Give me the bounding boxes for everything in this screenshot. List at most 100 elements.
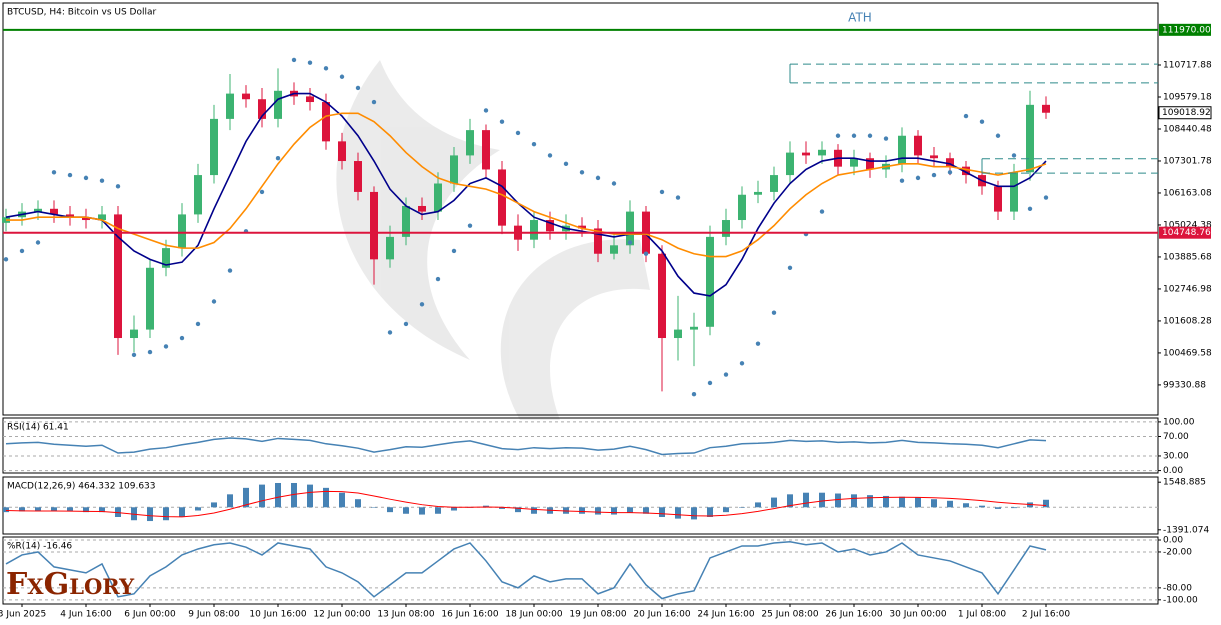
sar-dot bbox=[675, 195, 681, 200]
histogram-bar bbox=[19, 507, 25, 512]
sar-dot bbox=[755, 341, 761, 346]
line bbox=[5, 437, 1047, 456]
sar-dot bbox=[723, 372, 729, 377]
sar-dot bbox=[483, 108, 489, 113]
sar-dot bbox=[467, 223, 473, 228]
candle-body bbox=[786, 152, 794, 176]
candle-body bbox=[258, 99, 266, 119]
y-tick-label: 108440.48 bbox=[1163, 124, 1212, 134]
histogram-bar bbox=[195, 507, 201, 511]
histogram-bar bbox=[179, 507, 185, 517]
histogram-bar bbox=[211, 502, 217, 508]
histogram-bar bbox=[915, 497, 921, 508]
sar-dot bbox=[963, 113, 969, 119]
candle-body bbox=[962, 166, 970, 176]
histogram-bar bbox=[707, 507, 713, 517]
histogram-bar bbox=[691, 507, 697, 520]
histogram-bar bbox=[771, 497, 777, 508]
histogram-bar bbox=[339, 492, 345, 508]
candle-body bbox=[130, 329, 138, 339]
x-tick-label: 9 Jun 08:00 bbox=[188, 610, 240, 620]
line bbox=[5, 92, 1047, 297]
histogram-bar bbox=[499, 507, 505, 509]
candle-body bbox=[802, 152, 810, 156]
sar-dot bbox=[979, 119, 985, 124]
histogram-bar bbox=[371, 507, 377, 508]
y-tick-label: 102746.98 bbox=[1163, 284, 1212, 294]
sar-dot bbox=[739, 361, 745, 366]
x-tick-label: 6 Jun 00:00 bbox=[124, 610, 176, 620]
candle-body bbox=[594, 228, 602, 254]
candle-body bbox=[898, 135, 906, 164]
candle-body bbox=[706, 236, 714, 327]
histogram-bar bbox=[83, 507, 89, 513]
histogram-bar bbox=[99, 507, 105, 513]
histogram-bar bbox=[995, 507, 1001, 509]
sar-dot bbox=[195, 321, 201, 327]
candle-body bbox=[162, 248, 170, 268]
panel-title: MACD(12,26,9) 464.332 109.633 bbox=[7, 482, 156, 492]
y-tick-label: 101608.28 bbox=[1163, 316, 1212, 326]
y-tick-label: 110717.88 bbox=[1163, 61, 1212, 71]
y-tick-label: -100.00 bbox=[1163, 595, 1198, 605]
candle-body bbox=[194, 175, 202, 215]
sar-dot bbox=[1043, 195, 1049, 200]
panel-frame bbox=[2, 417, 1159, 474]
candle-body bbox=[610, 245, 618, 254]
sar-dot bbox=[387, 330, 393, 335]
sar-dot bbox=[595, 175, 601, 181]
sar-dot bbox=[99, 178, 105, 183]
candle-body bbox=[386, 236, 394, 260]
histogram-bar bbox=[803, 492, 809, 508]
sar-dot bbox=[787, 265, 793, 270]
histogram-bar bbox=[259, 484, 265, 508]
sar-dot bbox=[211, 299, 217, 304]
sar-dot bbox=[947, 170, 953, 175]
histogram-bar bbox=[323, 487, 329, 508]
candle-body bbox=[658, 253, 666, 339]
sar-dot bbox=[643, 251, 649, 256]
histogram-bar bbox=[579, 507, 585, 514]
sar-dot bbox=[659, 189, 665, 195]
sar-dot bbox=[771, 310, 777, 315]
candle-body bbox=[722, 220, 730, 237]
sar-dot bbox=[883, 136, 889, 141]
sar-dot bbox=[1027, 206, 1033, 211]
x-tick-label: 2 Jul 16:00 bbox=[1022, 610, 1071, 620]
sar-dot bbox=[67, 172, 73, 178]
candle-body bbox=[818, 149, 826, 156]
histogram-bar bbox=[451, 507, 457, 511]
histogram-bar bbox=[51, 507, 57, 511]
candle-body bbox=[578, 225, 586, 229]
histogram-bar bbox=[227, 494, 233, 508]
histogram-bar bbox=[627, 507, 633, 513]
x-tick-label: 16 Jun 16:00 bbox=[441, 610, 498, 620]
histogram-bar bbox=[163, 507, 169, 521]
candle-body bbox=[242, 93, 250, 100]
histogram-bar bbox=[35, 507, 41, 511]
candle-body bbox=[402, 205, 410, 237]
histogram-bar bbox=[419, 507, 425, 515]
histogram-bar bbox=[291, 482, 297, 508]
x-tick-label: 4 Jun 16:00 bbox=[60, 610, 112, 620]
histogram-bar bbox=[883, 495, 889, 508]
x-tick-label: 10 Jun 16:00 bbox=[249, 610, 306, 620]
sar-dot bbox=[691, 392, 697, 397]
sar-dot bbox=[995, 133, 1001, 138]
level-label: 111970.00 bbox=[1162, 25, 1211, 35]
x-tick-label: 25 Jun 08:00 bbox=[761, 610, 818, 620]
candle-body bbox=[322, 102, 330, 142]
sar-dot bbox=[179, 335, 185, 341]
candle-body bbox=[546, 220, 554, 232]
sar-dot bbox=[131, 352, 137, 358]
sar-dot bbox=[355, 85, 361, 91]
sar-dot bbox=[435, 276, 441, 282]
histogram-bar bbox=[515, 507, 521, 513]
histogram-bar bbox=[307, 484, 313, 508]
candle-body bbox=[1026, 104, 1034, 173]
histogram-bar bbox=[3, 507, 9, 513]
candle-body bbox=[210, 118, 218, 176]
sar-dot bbox=[163, 344, 169, 349]
candle-body bbox=[626, 211, 634, 246]
